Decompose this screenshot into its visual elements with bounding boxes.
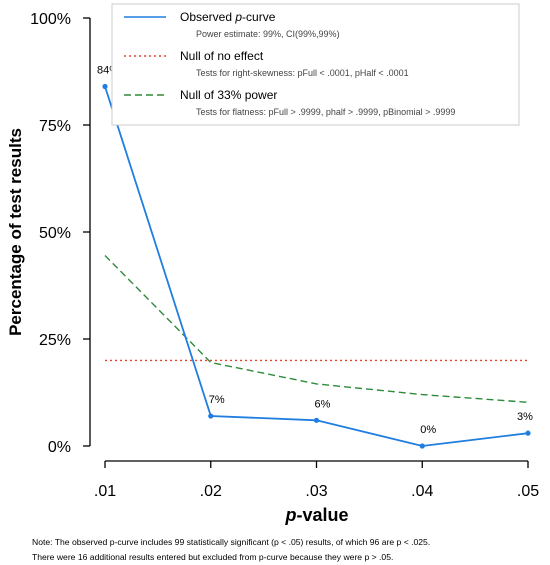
footnote-line-2: There were 16 additional results entered… (32, 552, 394, 562)
axes: 0% 25% 50% 75% 100% .01 .02 .03 .04 .05 (30, 11, 539, 500)
legend: Observed p-curve Power estimate: 99%, CI(… (111, 3, 520, 126)
observed-point (525, 430, 531, 436)
series-layer: 84%7% 6%0%3% (97, 64, 533, 449)
x-tick-label: .02 (200, 483, 222, 500)
legend-subtext: Tests for right-skewness: pFull < .0001,… (196, 68, 409, 78)
legend-label: Null of 33% power (180, 88, 277, 102)
footnote: Note: The observed p-curve includes 99 s… (32, 535, 542, 565)
series-line-null-33-power (104, 255, 529, 403)
legend-label: Observed p-curve (180, 10, 276, 24)
y-tick-label: 100% (30, 11, 71, 28)
x-tick-label: .01 (94, 483, 116, 500)
y-tick-label: 0% (48, 439, 71, 456)
data-label: 3% (517, 411, 533, 423)
y-tick-label: 75% (39, 118, 71, 135)
observed-point (313, 417, 320, 423)
y-tick-label: 25% (39, 332, 71, 349)
observed-point (208, 413, 214, 419)
footnote-line-1: Note: The observed p-curve includes 99 s… (32, 537, 431, 547)
data-label: 0% (420, 424, 436, 436)
legend-box (111, 3, 520, 126)
legend-subtext: Power estimate: 99%, CI(99%,99%) (196, 29, 340, 39)
x-tick-label: .04 (411, 483, 433, 500)
y-tick-label: 50% (39, 225, 71, 242)
x-tick-label: .03 (305, 483, 327, 500)
data-label: 6% (315, 398, 331, 410)
data-label: 7% (209, 394, 225, 406)
x-axis-label: p-value (284, 505, 348, 525)
legend-label: Null of no effect (180, 49, 264, 63)
legend-subtext: Tests for flatness: pFull > .9999, phalf… (196, 107, 455, 117)
y-axis-label: Percentage of test results (6, 128, 25, 336)
x-tick-label: .05 (517, 483, 539, 500)
observed-point (102, 83, 108, 90)
observed-point (419, 443, 425, 449)
series-line-observed (104, 86, 529, 447)
